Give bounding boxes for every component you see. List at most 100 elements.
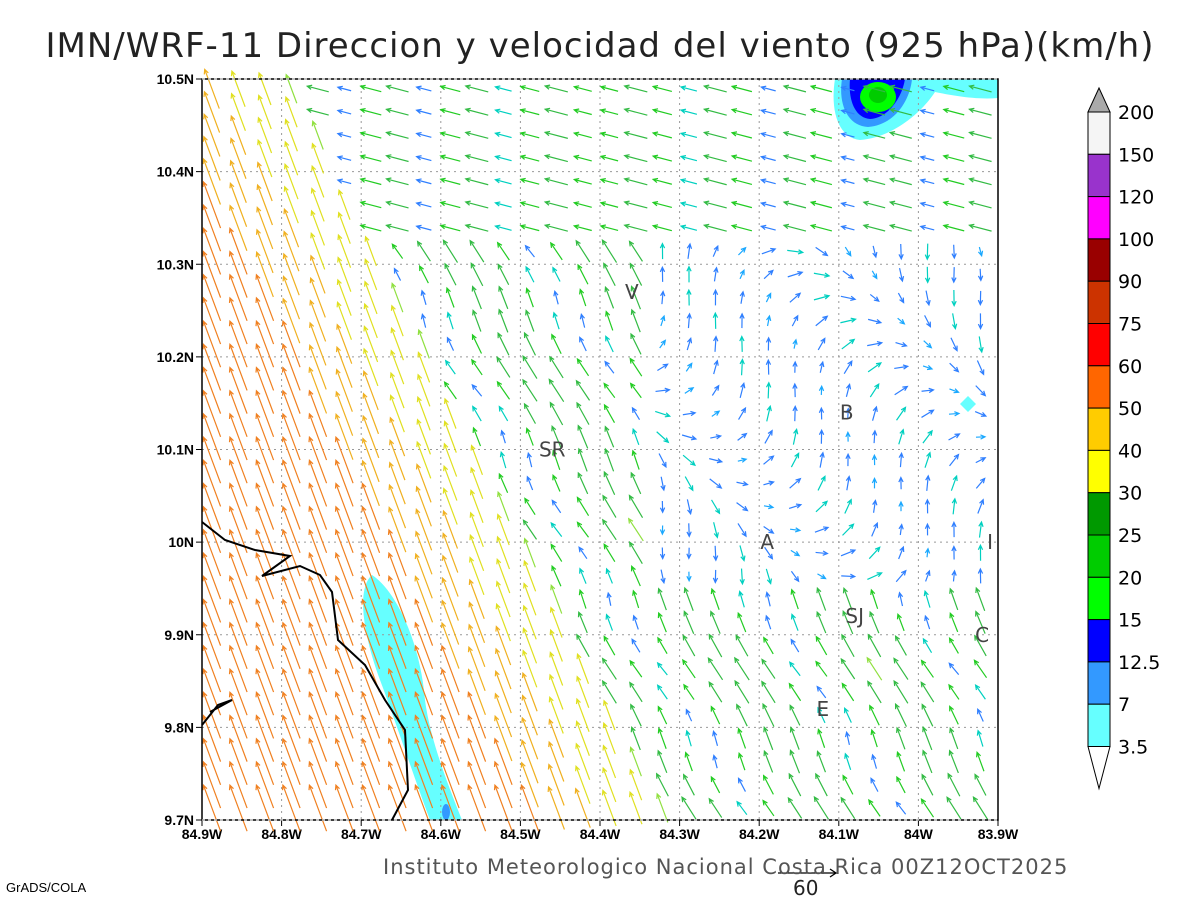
wind-arrow bbox=[782, 200, 807, 209]
wind-arrow bbox=[684, 387, 695, 394]
wind-arrow bbox=[334, 482, 354, 530]
speed-shade-blue bbox=[442, 804, 450, 820]
wind-arrow bbox=[496, 380, 511, 400]
wind-arrow bbox=[362, 414, 380, 459]
wind-arrow bbox=[623, 200, 648, 209]
wind-arrow bbox=[951, 545, 957, 560]
wind-arrow bbox=[202, 598, 222, 646]
wind-arrow bbox=[387, 575, 407, 623]
wind-arrow bbox=[817, 728, 826, 748]
wind-arrow bbox=[656, 431, 670, 444]
wind-arrow bbox=[255, 667, 275, 716]
wind-arrow bbox=[898, 476, 904, 490]
wind-arrow bbox=[702, 154, 727, 163]
wind-arrow bbox=[845, 452, 851, 467]
wind-arrow bbox=[364, 257, 378, 291]
wind-arrow bbox=[841, 338, 856, 350]
wind-arrow bbox=[840, 796, 856, 819]
wind-arrow bbox=[468, 578, 485, 620]
wind-arrow bbox=[229, 181, 248, 227]
wind-arrow bbox=[308, 389, 328, 438]
wind-arrow bbox=[359, 177, 382, 186]
wind-arrow bbox=[281, 435, 301, 484]
wind-arrow bbox=[739, 358, 745, 376]
colorbar-min-arrow bbox=[1087, 746, 1111, 791]
wind-arrow bbox=[844, 498, 852, 514]
wind-arrow bbox=[467, 714, 487, 762]
wind-arrow bbox=[942, 200, 965, 209]
wind-arrow bbox=[337, 233, 352, 268]
wind-arrow bbox=[762, 799, 775, 817]
wind-arrow bbox=[623, 130, 648, 139]
wind-arrow bbox=[363, 280, 378, 315]
wind-arrow bbox=[576, 652, 590, 684]
wind-arrow bbox=[393, 267, 402, 281]
wind-arrow bbox=[361, 737, 381, 786]
wind-arrow bbox=[414, 691, 434, 739]
wind-arrow bbox=[334, 435, 354, 484]
wind-arrow bbox=[577, 610, 588, 634]
wind-arrow bbox=[308, 482, 328, 530]
wind-arrow bbox=[712, 545, 719, 562]
colorbar-label: 3.5 bbox=[1118, 737, 1148, 759]
wind-arrow bbox=[467, 691, 487, 739]
wind-arrow bbox=[228, 575, 248, 623]
wind-arrow bbox=[604, 447, 615, 472]
wind-arrow bbox=[711, 410, 721, 417]
lon-tick-label: 84.4W bbox=[580, 826, 621, 842]
wind-arrow bbox=[683, 586, 694, 611]
colorbar-label: 150 bbox=[1118, 144, 1154, 166]
wind-arrow bbox=[601, 239, 618, 263]
wind-arrow bbox=[603, 262, 616, 287]
wind-arrow bbox=[871, 521, 879, 537]
wind-arrow bbox=[439, 108, 461, 116]
wind-arrow bbox=[572, 224, 592, 232]
wind-arrow bbox=[543, 223, 568, 232]
wind-arrow bbox=[472, 309, 482, 332]
wind-arrow bbox=[385, 223, 409, 232]
wind-arrow bbox=[975, 751, 985, 772]
wind-arrow bbox=[467, 760, 487, 809]
wind-arrow bbox=[651, 131, 673, 139]
wind-arrow bbox=[816, 586, 827, 611]
wind-arrow bbox=[519, 85, 540, 93]
wind-arrow bbox=[335, 390, 354, 436]
wind-arrow bbox=[737, 752, 746, 771]
wind-arrow bbox=[444, 262, 457, 286]
wind-arrow bbox=[713, 522, 719, 539]
wind-arrow bbox=[361, 459, 380, 507]
wind-arrow bbox=[550, 543, 563, 562]
colorbar-label: 30 bbox=[1118, 483, 1142, 505]
wind-arrow bbox=[443, 397, 457, 429]
wind-arrow bbox=[898, 268, 905, 283]
wind-arrow bbox=[627, 517, 644, 542]
wind-arrow bbox=[385, 130, 409, 139]
wind-arrow bbox=[498, 405, 509, 422]
wind-arrow bbox=[867, 318, 883, 325]
wind-arrow bbox=[737, 457, 748, 463]
wind-arrow bbox=[255, 621, 275, 670]
wind-arrow bbox=[974, 773, 987, 796]
wind-arrow bbox=[813, 795, 830, 820]
wind-arrow bbox=[867, 572, 883, 580]
wind-arrow bbox=[659, 242, 666, 260]
wind-arrow bbox=[494, 131, 512, 139]
colorbar-box bbox=[1087, 196, 1111, 240]
wind-arrow bbox=[815, 635, 828, 656]
wind-arrow bbox=[281, 691, 301, 739]
wind-arrow bbox=[651, 108, 673, 116]
wind-arrow bbox=[789, 704, 801, 726]
wind-arrow bbox=[202, 528, 222, 577]
wind-arrow bbox=[977, 290, 984, 307]
wind-arrow bbox=[230, 114, 247, 155]
wind-arrow bbox=[572, 201, 592, 208]
wind-arrow bbox=[310, 232, 326, 270]
wind-arrow bbox=[334, 459, 354, 507]
wind-arrow bbox=[495, 647, 512, 690]
colorbar-box bbox=[1087, 280, 1111, 325]
wind-arrow bbox=[739, 381, 746, 399]
wind-arrow bbox=[229, 204, 248, 251]
wind-arrow bbox=[657, 727, 667, 749]
wind-arrow bbox=[416, 395, 431, 431]
colorbar-label: 20 bbox=[1118, 567, 1142, 589]
